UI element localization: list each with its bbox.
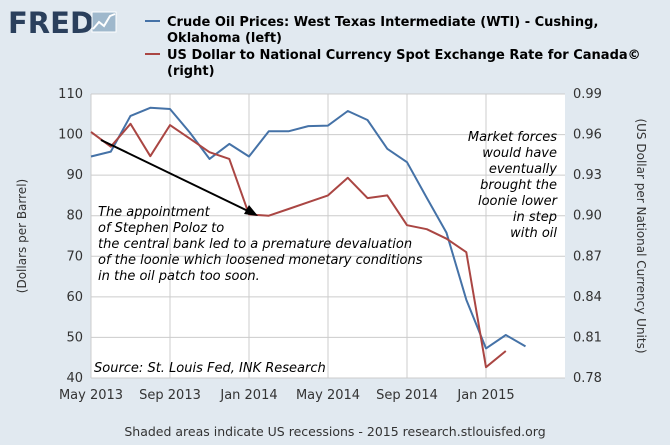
legend-cad-line-1: US Dollar to National Currency Spot Exch… — [167, 48, 641, 63]
legend-wti-line-1: Crude Oil Prices: West Texas Intermediat… — [167, 15, 598, 30]
y-right-tick-label: 0.90 — [573, 209, 602, 224]
annotation-source: Source: St. Louis Fed, INK Research — [94, 361, 326, 376]
fred-logo-text: FRED — [8, 6, 94, 40]
y-left-tick-label: 110 — [58, 87, 83, 102]
x-tick-label: Sep 2014 — [376, 388, 438, 403]
y-right-tick-label: 0.81 — [573, 330, 602, 345]
y-left-tick-label: 70 — [66, 249, 83, 264]
x-tick-label: May 2014 — [296, 388, 360, 403]
annotation-market-forces: Market forces would have eventually brou… — [468, 130, 559, 241]
annotation-market-line-6: in step — [513, 210, 557, 225]
y-right-tick-label: 0.84 — [573, 290, 602, 305]
footer-text: Shaded areas indicate US recessions - 20… — [124, 424, 545, 439]
legend-cad-line-2: (right) — [167, 64, 215, 79]
annotation-market-line-7: with oil — [510, 226, 557, 241]
y-right-tick-label: 0.93 — [573, 168, 602, 183]
series-line-wti — [90, 106, 527, 350]
x-tick-label: May 2013 — [59, 388, 123, 403]
y-right-tick-label: 0.78 — [573, 371, 602, 386]
annotation-poloz-line-4: of the loonie which loosened monetary co… — [98, 253, 423, 268]
y-right-tick-label: 0.87 — [573, 249, 602, 264]
annotation-poloz-line-1: The appointment — [98, 205, 211, 220]
y-right-tick-label: 0.99 — [573, 87, 602, 102]
y-left-tick-label: 50 — [66, 330, 83, 345]
annotation-market-line-5: loonie lower — [478, 194, 559, 209]
y-left-tick-label: 60 — [66, 290, 83, 305]
x-tick-label: Jan 2015 — [456, 388, 514, 403]
annotation-arrow — [100, 139, 258, 216]
annotation-market-line-3: eventually — [489, 162, 557, 177]
y-axis-right-title: (US Dollar per National Currency Units) — [634, 118, 648, 353]
y-axis-right-ticks: 0.78 0.81 0.84 0.87 0.90 0.93 0.96 0.99 — [573, 87, 602, 386]
annotation-market-line-2: would have — [482, 146, 557, 161]
y-left-tick-label: 100 — [58, 128, 83, 143]
annotation-poloz-line-3: the central bank led to a premature deva… — [98, 237, 412, 252]
series-line-cad — [90, 122, 507, 369]
y-left-tick-label: 40 — [66, 371, 83, 386]
y-right-tick-label: 0.96 — [573, 128, 602, 143]
annotation-market-line-4: brought the — [480, 178, 557, 193]
x-tick-label: Jan 2014 — [219, 388, 277, 403]
legend: Crude Oil Prices: West Texas Intermediat… — [145, 15, 641, 79]
y-left-tick-label: 80 — [66, 209, 83, 224]
fred-logo[interactable]: FRED — [8, 6, 117, 40]
x-axis-ticks: May 2013 Sep 2013 Jan 2014 May 2014 Sep 2014… — [59, 388, 515, 403]
y-axis-left-title: (Dollars per Barrel) — [15, 179, 29, 293]
gridlines — [90, 93, 565, 379]
fred-logo-chart-icon — [91, 11, 117, 33]
x-tick-label: Sep 2013 — [139, 388, 201, 403]
annotation-poloz-line-5: in the oil patch too soon. — [98, 269, 260, 284]
y-left-tick-label: 90 — [66, 168, 83, 183]
legend-wti-line-2: Oklahoma (left) — [167, 31, 282, 46]
annotation-poloz: The appointment of Stephen Poloz to the … — [98, 205, 423, 284]
annotation-market-line-1: Market forces — [468, 130, 557, 145]
y-axis-left-ticks: 40 50 60 70 80 90 100 110 — [58, 87, 83, 386]
series-layer — [90, 106, 527, 369]
annotation-poloz-line-2: of Stephen Poloz to — [98, 221, 224, 236]
